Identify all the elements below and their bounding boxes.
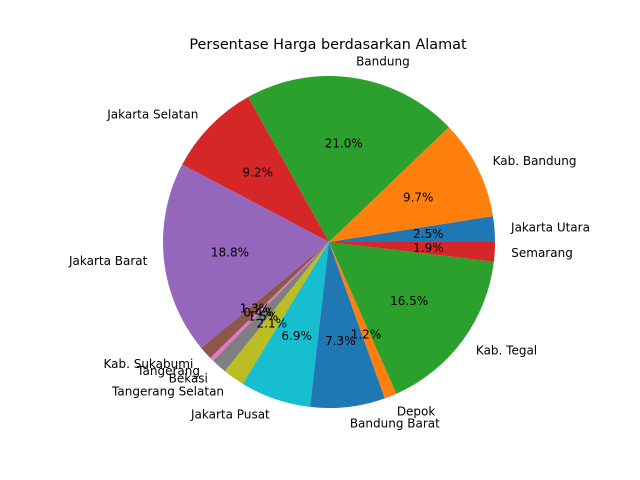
pct-label-bandung: 21.0% <box>325 137 363 151</box>
slice-label-semarang: Semarang <box>511 246 573 260</box>
pct-label-jakarta-selatan: 9.2% <box>242 165 273 179</box>
pie-slice-semarang <box>329 242 496 262</box>
pct-label-semarang: 1.9% <box>413 241 444 255</box>
pct-label-kab-sukabumi: 1.3% <box>240 302 271 316</box>
pie-slice-bekasi <box>213 242 329 372</box>
slice-label-kab-tegal: Kab. Tegal <box>476 343 537 357</box>
pie-slice-jakarta-utara <box>329 216 495 242</box>
slice-label-jakarta-pusat: Jakarta Pusat <box>190 408 270 422</box>
slice-label-tangerang: Tangerang <box>136 364 200 378</box>
pct-label-kab-tegal: 16.5% <box>390 294 428 308</box>
pct-label-jakarta-barat: 18.8% <box>211 245 249 259</box>
slice-label-kab-sukabumi: Kab. Sukabumi <box>103 357 193 371</box>
slice-labels: Jakarta Utara Kab. Bandung Bandung Jakarta … <box>68 54 590 430</box>
pie-slice-kab-tegal <box>329 242 494 394</box>
pct-label-bandung-barat: 7.3% <box>325 334 356 348</box>
pie-slice-depok <box>329 242 397 399</box>
chart-title: Persentase Harga berdasarkan Alamat <box>189 37 467 53</box>
pie-slice-jakarta-pusat <box>242 242 329 407</box>
pie-slice-tangerang-selatan <box>224 242 329 384</box>
pct-label-jakarta-utara: 2.5% <box>413 227 444 241</box>
slice-label-bekasi: Bekasi <box>169 372 208 386</box>
slice-label-depok: Depok <box>397 405 436 419</box>
slice-label-jakarta-utara: Jakarta Utara <box>510 221 590 235</box>
slice-label-jakarta-barat: Jakarta Barat <box>68 254 148 268</box>
pct-label-tangerang: 0.4% <box>243 305 274 319</box>
slice-label-bandung: Bandung <box>356 54 410 68</box>
slice-label-bandung-barat: Bandung Barat <box>350 416 440 430</box>
slice-label-kab-bandung: Kab. Bandung <box>493 154 577 168</box>
pct-label-kab-bandung: 9.7% <box>403 191 434 205</box>
pct-label-jakarta-pusat: 6.9% <box>281 329 312 343</box>
pie-slice-bandung <box>248 76 449 243</box>
pct-label-depok: 1.2% <box>351 327 382 341</box>
slice-label-tangerang-selatan: Tangerang Selatan <box>111 384 224 398</box>
pie-slice-jakarta-barat <box>163 164 329 348</box>
pie-slice-kab-sukabumi <box>201 242 329 358</box>
pie-slice-jakarta-selatan <box>182 97 329 242</box>
pct-label-tangerang-selatan: 2.1% <box>257 317 288 331</box>
pie-slice-kab-bandung <box>329 127 493 242</box>
pie-slices <box>163 76 496 408</box>
pie-slice-bandung-barat <box>310 242 385 408</box>
percentage-labels: 2.5% 9.7% 21.0% 9.2% 18.8% 1.3%0.4%1.5%2.1%6.… <box>211 137 444 348</box>
slice-label-jakarta-selatan: Jakarta Selatan <box>106 107 198 121</box>
pct-label-bekasi: 1.5% <box>248 310 279 324</box>
pie-slice-tangerang <box>210 242 329 361</box>
